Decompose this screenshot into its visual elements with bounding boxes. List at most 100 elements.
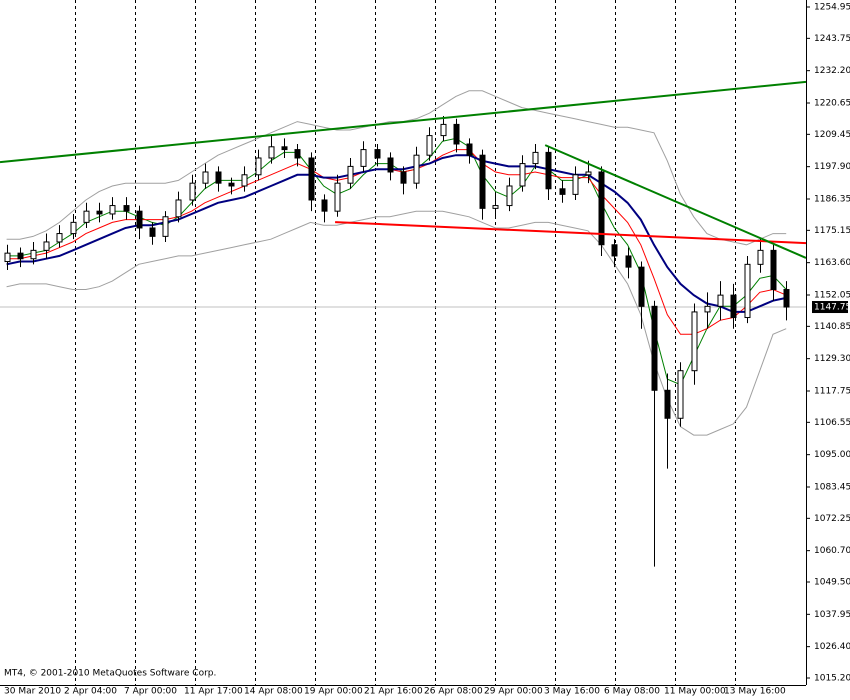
candle-body	[611, 244, 618, 257]
y-tick-label: 1152.05	[814, 290, 850, 300]
candle-body	[466, 143, 473, 156]
candle-body	[255, 157, 262, 176]
y-tick-label: 1015.20	[814, 674, 850, 684]
candle-body	[625, 255, 632, 268]
candle-body	[572, 174, 579, 195]
x-tick-label: 21 Apr 16:00	[364, 687, 423, 697]
candle-body	[519, 163, 526, 187]
candle-body	[757, 249, 764, 265]
x-tick-label: 2 Apr 04:00	[64, 687, 117, 697]
y-tick-label: 1163.60	[814, 258, 850, 268]
candle-body	[189, 182, 196, 201]
y-tick-label: 1243.75	[814, 34, 850, 44]
trend-line	[335, 221, 807, 245]
candle-body	[17, 252, 24, 260]
candle-body	[413, 154, 420, 184]
candle-body	[559, 188, 566, 195]
candle-body	[638, 266, 645, 307]
y-tick-label: 1140.85	[814, 322, 850, 332]
candle-body	[664, 389, 671, 419]
x-tick-label: 13 May 16:00	[724, 687, 786, 697]
x-tick-label: 29 Apr 00:00	[484, 687, 543, 697]
candle-body	[70, 221, 77, 235]
candle-body	[585, 171, 592, 176]
y-tick-label: 1186.35	[814, 194, 850, 204]
candle-body	[308, 157, 315, 201]
last-price-box	[812, 301, 848, 314]
x-tick-label: 3 May 16:00	[544, 687, 600, 697]
trend-line	[0, 80, 807, 164]
candle-body	[506, 185, 513, 207]
x-tick-label: 26 Apr 08:00	[424, 687, 483, 697]
candle-body	[479, 154, 486, 209]
candle-body	[651, 305, 658, 391]
candle-body	[175, 199, 182, 218]
last-price-label: 1147.75	[814, 303, 850, 313]
candle-body	[294, 149, 301, 159]
candle-body	[532, 151, 539, 165]
candle-body	[492, 205, 499, 209]
candle-body	[400, 171, 407, 184]
y-tick-label: 1129.30	[814, 354, 850, 364]
candle-body	[387, 157, 394, 173]
y-tick-label: 1232.20	[814, 66, 850, 76]
candle-body	[440, 123, 447, 137]
candle-body	[228, 182, 235, 187]
candle-body	[730, 294, 737, 319]
y-tick-label: 1083.45	[814, 482, 850, 492]
y-tick-label: 1072.25	[814, 514, 850, 524]
candle-body	[215, 171, 222, 184]
candle-body	[717, 294, 724, 307]
candle-body	[545, 151, 552, 190]
candle-body	[770, 249, 777, 291]
y-tick-label: 1026.40	[814, 642, 850, 652]
y-tick-label: 1106.55	[814, 418, 850, 428]
candle-body	[347, 165, 354, 184]
y-tick-label: 1175.15	[814, 226, 850, 236]
y-tick-label: 1049.50	[814, 578, 850, 588]
x-tick-label: 14 Apr 08:00	[244, 687, 303, 697]
candle-body	[677, 370, 684, 419]
y-tick-label: 1209.45	[814, 130, 850, 140]
candle-body	[334, 182, 341, 212]
candle-body	[241, 174, 248, 187]
x-tick-label: 6 May 08:00	[604, 687, 660, 697]
candle-body	[30, 249, 37, 260]
x-tick-label: 30 Mar 2010	[4, 687, 61, 697]
x-tick-label: 11 May 00:00	[664, 687, 726, 697]
candle-body	[783, 289, 790, 308]
y-tick-label: 1220.65	[814, 98, 850, 108]
y-tick-label: 1117.75	[814, 386, 850, 396]
footer: MT4, © 2001-2010 MetaQuotes Software Cor…	[4, 669, 216, 679]
y-tick-label: 1197.90	[814, 162, 850, 172]
plot	[0, 80, 807, 567]
indicator-line	[6, 90, 787, 246]
candle-body	[109, 205, 116, 215]
candle-body	[704, 305, 711, 313]
y-tick-label: 1060.70	[814, 546, 850, 556]
candle-body	[691, 311, 698, 372]
candle-body	[123, 205, 130, 212]
candle-body	[136, 210, 143, 229]
candle-body	[281, 146, 288, 151]
trend-line	[544, 144, 807, 259]
candle-body	[360, 149, 367, 167]
candle-body	[96, 210, 103, 215]
candle-body	[56, 233, 63, 243]
x-tick-label: 11 Apr 17:00	[184, 687, 243, 697]
y-tick-label: 1095.00	[814, 450, 850, 460]
candle-body	[43, 241, 50, 251]
candle-body	[202, 171, 209, 184]
x-tick-label: 7 Apr 00:00	[124, 687, 177, 697]
candle-body	[162, 216, 169, 237]
candle-body	[374, 149, 381, 159]
candle-body	[321, 199, 328, 212]
x-tick-label: 19 Apr 00:00	[304, 687, 363, 697]
candle-body	[83, 210, 90, 223]
candle-body	[268, 146, 275, 159]
candle-body	[4, 252, 11, 263]
candle-body	[744, 263, 751, 319]
